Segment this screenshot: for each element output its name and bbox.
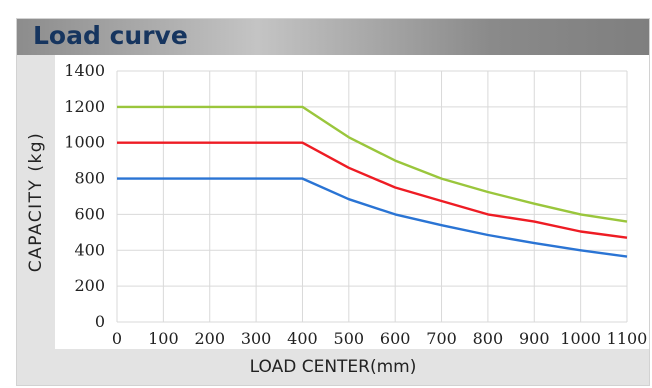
x-tick-label: 400 xyxy=(287,329,318,348)
x-tick-label: 1000 xyxy=(560,329,601,348)
y-tick-label: 200 xyxy=(74,276,105,295)
y-tick-label: 600 xyxy=(74,204,105,223)
y-tick-label: 1000 xyxy=(64,133,105,152)
y-tick-label: 0 xyxy=(95,312,105,331)
chart-plot: 0 200 400 600 800 1000 1200 1400 0 100 200 300 400 50… xyxy=(64,61,648,348)
y-tick-label: 400 xyxy=(74,240,105,259)
x-tick-label: 0 xyxy=(112,329,122,348)
x-tick-label: 600 xyxy=(380,329,411,348)
x-axis-label-band xyxy=(17,349,649,385)
x-tick-label: 100 xyxy=(148,329,179,348)
series-line-1 xyxy=(117,105,628,223)
x-axis-label: LOAD CENTER(mm) xyxy=(249,357,417,377)
x-tick-label: 700 xyxy=(426,329,457,348)
series-line-3 xyxy=(117,177,628,258)
series-line-2 xyxy=(117,141,628,239)
x-tick-label: 300 xyxy=(241,329,272,348)
chart-header-bar: Load curve xyxy=(17,19,649,55)
y-tick-label: 1400 xyxy=(64,61,105,80)
chart-frame: Load curve CAPACITY (kg) LOAD CENTER(mm)… xyxy=(16,18,650,386)
chart-title: Load curve xyxy=(33,21,188,50)
x-tick-label: 500 xyxy=(334,329,365,348)
y-tick-label: 800 xyxy=(74,169,105,188)
y-axis-label-band xyxy=(17,55,55,349)
x-tick-label: 200 xyxy=(194,329,225,348)
y-tick-label: 1200 xyxy=(64,97,105,116)
x-tick-label: 800 xyxy=(473,329,504,348)
x-tick-label: 900 xyxy=(519,329,550,348)
x-tick-label: 1100 xyxy=(607,329,648,348)
